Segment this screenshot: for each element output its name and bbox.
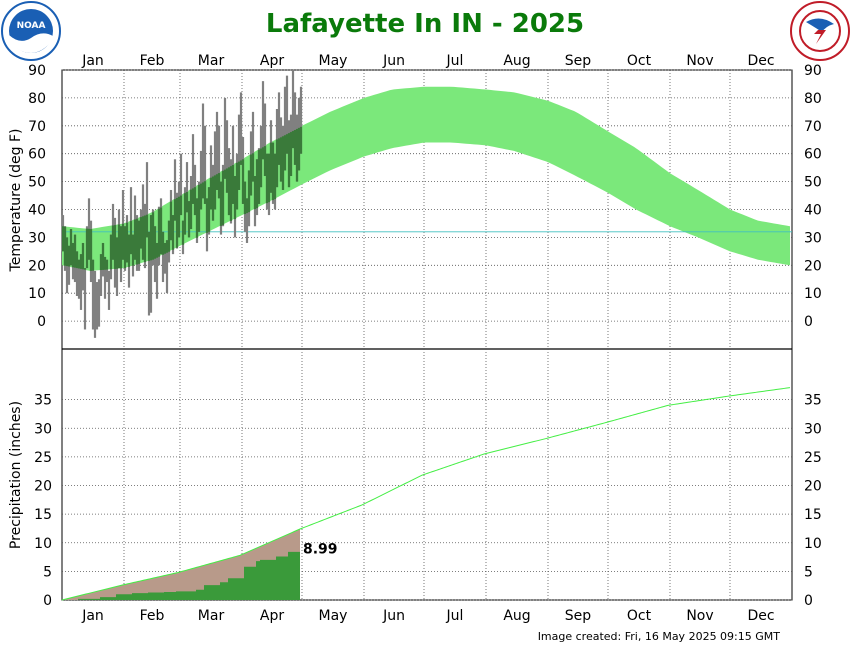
precip-tick-label-left: 15 <box>34 507 52 523</box>
month-label-bottom: May <box>319 608 348 624</box>
precip-tick-label-left: 35 <box>34 393 52 409</box>
temp-tick-label-left: 20 <box>28 258 46 274</box>
temp-tick-label-left: 70 <box>28 119 46 135</box>
month-label-top: Dec <box>747 53 774 69</box>
temp-tick-label-right: 30 <box>804 230 822 246</box>
precip-tick-label-right: 15 <box>804 507 822 523</box>
precip-tick-label-right: 0 <box>804 593 813 609</box>
month-label-top: Apr <box>260 53 284 69</box>
temp-tick-label-right: 40 <box>804 203 822 219</box>
precip-tick-label-right: 20 <box>804 479 822 495</box>
chart-title: Lafayette In IN - 2025 <box>266 9 584 39</box>
month-label-top: Jul <box>446 53 464 69</box>
precip-tick-label-left: 25 <box>34 450 52 466</box>
month-label-bottom: Jul <box>446 608 464 624</box>
precip-tick-label-right: 35 <box>804 393 822 409</box>
temp-tick-label-right: 70 <box>804 119 822 135</box>
axis-layer: 0 0 10 10 20 20 30 30 40 40 50 50 60 60 70 70 80 80 90 90 0 0… <box>28 53 822 624</box>
precip-tick-label-right: 10 <box>804 536 822 552</box>
temp-tick-label-right: 0 <box>804 314 813 330</box>
month-label-top: May <box>319 53 348 69</box>
temp-tick-label-left: 80 <box>28 91 46 107</box>
noaa-logo: NOAA <box>1 1 61 61</box>
temperature-axis-label: Temperature (deg F) <box>8 129 24 273</box>
temp-tick-label-right: 20 <box>804 258 822 274</box>
month-label-top: Mar <box>198 53 225 69</box>
observed-precip-fill <box>62 548 300 600</box>
nws-logo <box>790 1 850 61</box>
precipitation-axis-label: Precipitation (inches) <box>8 401 24 549</box>
month-label-bottom: Dec <box>747 608 774 624</box>
month-label-top: Feb <box>140 53 165 69</box>
month-label-bottom: Sep <box>565 608 592 624</box>
precipitation-panel: 8.99 <box>61 349 792 601</box>
temp-tick-label-right: 90 <box>804 63 822 79</box>
image-created-text: Image created: Fri, 16 May 2025 09:15 GM… <box>538 630 781 643</box>
month-label-bottom: Apr <box>260 608 284 624</box>
month-label-bottom: Jan <box>81 608 104 624</box>
temp-tick-label-right: 80 <box>804 91 822 107</box>
month-label-top: Nov <box>686 53 713 69</box>
month-label-bottom: Mar <box>198 608 225 624</box>
month-label-bottom: Feb <box>140 608 165 624</box>
temp-tick-label-right: 10 <box>804 286 822 302</box>
normal-precip-line <box>61 387 791 601</box>
temperature-panel <box>61 69 792 349</box>
precip-tick-label-left: 10 <box>34 536 52 552</box>
temp-tick-label-left: 30 <box>28 230 46 246</box>
precip-tick-label-left: 5 <box>43 564 52 580</box>
temp-tick-label-left: 60 <box>28 147 46 163</box>
temp-tick-label-right: 60 <box>804 147 822 163</box>
month-label-top: Aug <box>503 53 530 69</box>
month-label-bottom: Aug <box>503 608 530 624</box>
temp-tick-label-right: 50 <box>804 175 822 191</box>
month-label-bottom: Jun <box>382 608 405 624</box>
precip-tick-label-left: 0 <box>43 593 52 609</box>
precip-tick-label-right: 30 <box>804 421 822 437</box>
temp-tick-label-left: 40 <box>28 203 46 219</box>
month-label-bottom: Nov <box>686 608 713 624</box>
month-label-top: Oct <box>627 53 652 69</box>
precip-tick-label-right: 25 <box>804 450 822 466</box>
precip-tick-label-left: 30 <box>34 421 52 437</box>
plot-frame <box>61 69 793 601</box>
temp-tick-label-left: 50 <box>28 175 46 191</box>
temp-tick-label-left: 90 <box>28 63 46 79</box>
normal-temperature-band <box>62 86 790 271</box>
month-label-top: Sep <box>565 53 592 69</box>
temp-tick-label-left: 0 <box>37 314 46 330</box>
noaa-logo-text: NOAA <box>17 21 46 31</box>
observed-precip-total: 8.99 <box>303 542 338 558</box>
month-label-bottom: Oct <box>627 608 652 624</box>
precip-tick-label-left: 20 <box>34 479 52 495</box>
temp-tick-label-left: 10 <box>28 286 46 302</box>
precip-tick-label-right: 5 <box>804 564 813 580</box>
month-label-top: Jan <box>81 53 104 69</box>
month-label-top: Jun <box>382 53 405 69</box>
